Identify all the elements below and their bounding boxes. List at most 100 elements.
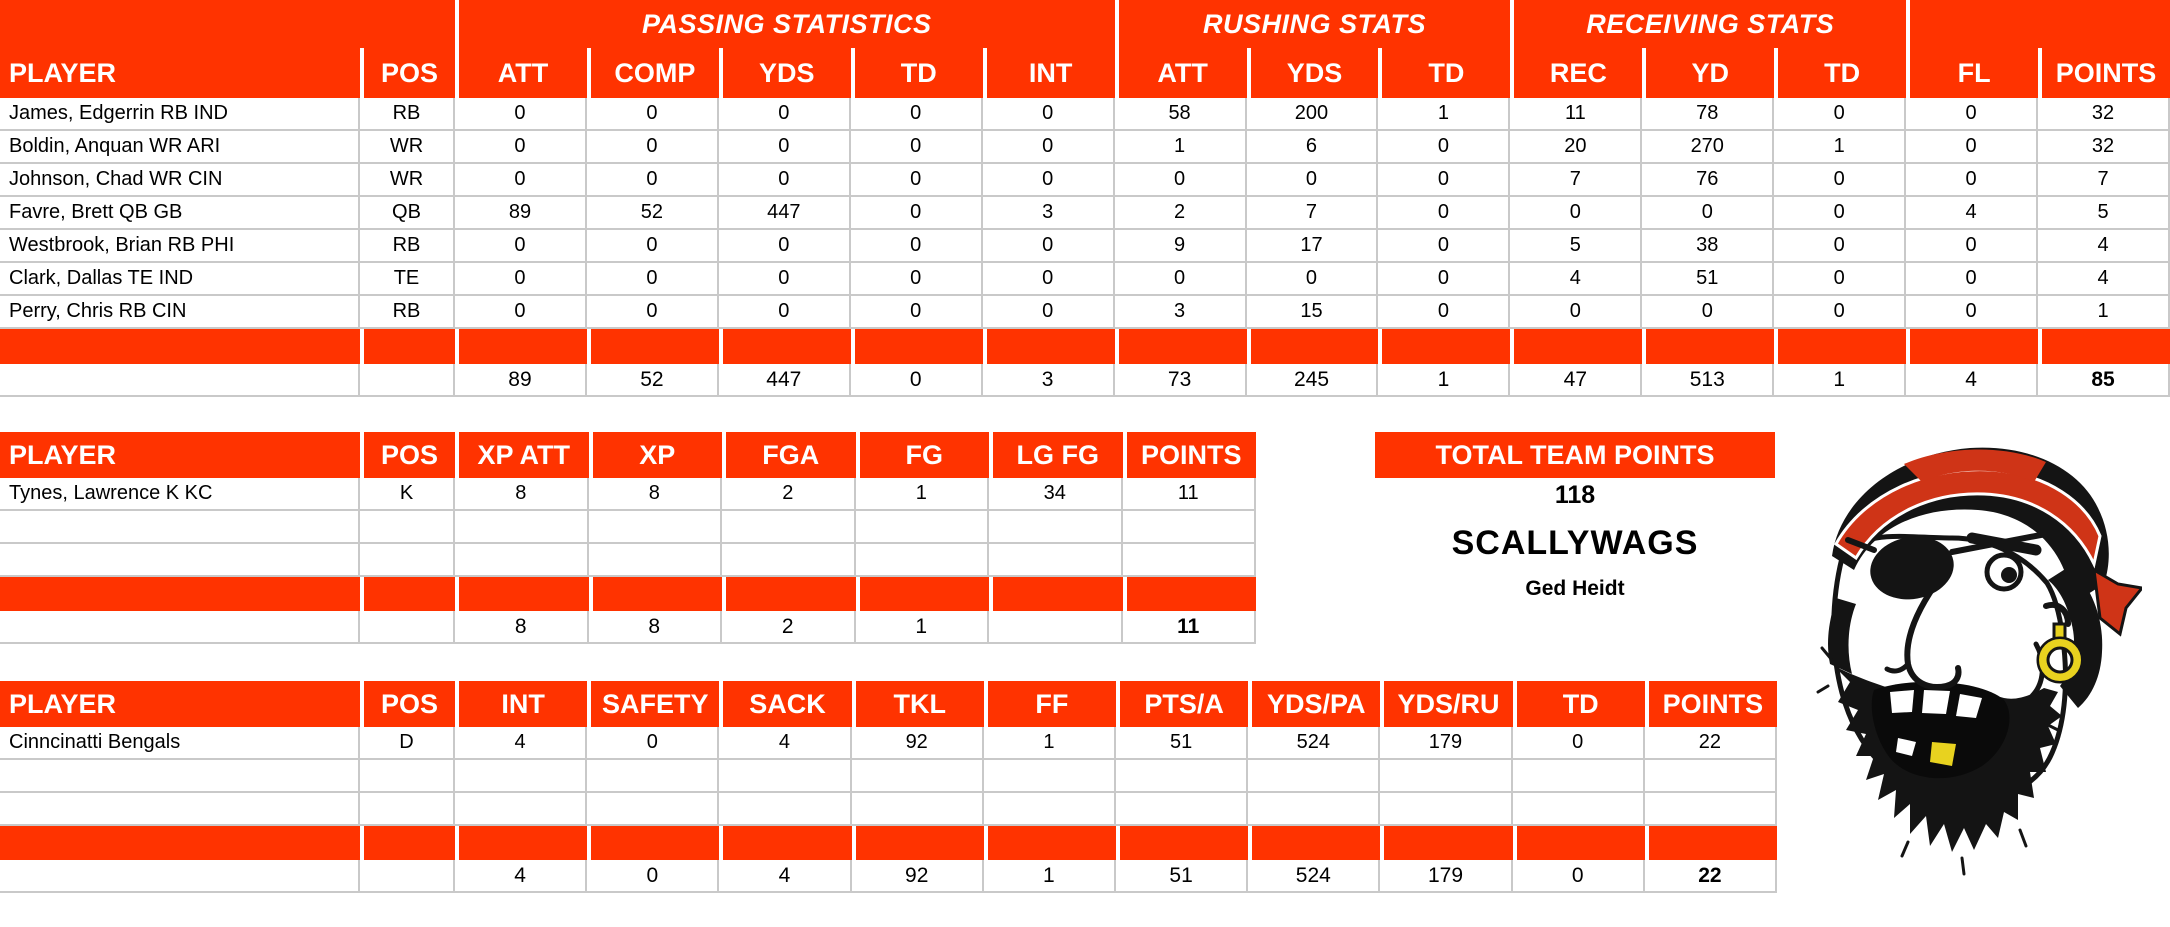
stat-cell: 6 bbox=[1246, 131, 1379, 164]
stat-cell: 0 bbox=[1378, 230, 1511, 263]
column-header: FGA bbox=[722, 432, 856, 478]
separator-cell bbox=[1510, 329, 1643, 364]
stat-cell: 32 bbox=[2038, 98, 2170, 131]
stat-cell: 5 bbox=[2038, 197, 2170, 230]
stat-cell: 1 bbox=[1774, 131, 1907, 164]
column-header: FG bbox=[855, 432, 989, 478]
pirate-bandana-stripe bbox=[1904, 449, 2046, 482]
stat-cell: 9 bbox=[1114, 230, 1247, 263]
group-header: PASSING STATISTICS bbox=[455, 0, 1115, 48]
stat-cell: 0 bbox=[586, 98, 719, 131]
pirate-lower-tooth bbox=[1896, 738, 1916, 756]
stat-cell: 8 bbox=[588, 478, 722, 511]
total-cell bbox=[0, 611, 360, 644]
total-cell bbox=[0, 860, 360, 893]
empty-cell bbox=[0, 760, 360, 793]
pos-cell: RB bbox=[360, 98, 455, 131]
stat-cell: 270 bbox=[1642, 131, 1775, 164]
stat-cell: 0 bbox=[1512, 727, 1645, 760]
total-cell: 1 bbox=[1378, 364, 1511, 397]
stat-cell: 0 bbox=[1774, 164, 1907, 197]
separator-cell bbox=[360, 577, 455, 611]
total-cell bbox=[0, 364, 360, 397]
empty-cell bbox=[455, 544, 589, 577]
separator-cell bbox=[2038, 329, 2170, 364]
empty-cell bbox=[851, 760, 984, 793]
empty-cell bbox=[1248, 793, 1381, 826]
stat-cell: 11 bbox=[1122, 478, 1256, 511]
stat-cell: 0 bbox=[850, 131, 983, 164]
stat-cell: 5 bbox=[1510, 230, 1643, 263]
stat-cell: 0 bbox=[1906, 164, 2039, 197]
total-cell bbox=[360, 611, 455, 644]
column-header: YDS/RU bbox=[1380, 681, 1513, 727]
total-cell: 8 bbox=[588, 611, 722, 644]
empty-cell bbox=[588, 544, 722, 577]
stat-cell: 0 bbox=[586, 296, 719, 329]
stat-cell: 20 bbox=[1510, 131, 1643, 164]
total-team-points-header: TOTAL TEAM POINTS bbox=[1375, 432, 1775, 478]
stat-cell: 0 bbox=[1378, 197, 1511, 230]
pirate-earring bbox=[2039, 639, 2081, 681]
separator-cell bbox=[851, 826, 984, 860]
stat-cell: 3 bbox=[982, 197, 1115, 230]
column-header: PLAYER bbox=[0, 48, 360, 98]
total-cell: 513 bbox=[1642, 364, 1775, 397]
stat-cell: 0 bbox=[1906, 230, 2039, 263]
empty-cell bbox=[455, 511, 589, 544]
separator-cell bbox=[586, 329, 719, 364]
empty-cell bbox=[1380, 793, 1513, 826]
column-header: TD bbox=[1512, 681, 1645, 727]
stat-cell: 0 bbox=[1378, 263, 1511, 296]
empty-cell bbox=[1122, 511, 1256, 544]
stat-cell: 4 bbox=[455, 727, 588, 760]
stat-cell: 17 bbox=[1246, 230, 1379, 263]
separator-cell bbox=[0, 577, 360, 611]
column-header: POS bbox=[360, 432, 455, 478]
separator-cell bbox=[1642, 329, 1775, 364]
separator-cell bbox=[588, 577, 722, 611]
stat-cell: 2 bbox=[722, 478, 856, 511]
stat-cell: 0 bbox=[1510, 296, 1643, 329]
empty-cell bbox=[360, 793, 455, 826]
separator-cell bbox=[989, 577, 1123, 611]
player-name-cell: James, Edgerrin RB IND bbox=[0, 98, 360, 131]
total-cell: 245 bbox=[1246, 364, 1379, 397]
stat-cell: 11 bbox=[1510, 98, 1643, 131]
stat-cell: 0 bbox=[1642, 296, 1775, 329]
stat-cell: 0 bbox=[586, 131, 719, 164]
stat-cell: 0 bbox=[1246, 263, 1379, 296]
stat-cell: 51 bbox=[1115, 727, 1249, 760]
stat-cell: 0 bbox=[586, 164, 719, 197]
column-header: LG FG bbox=[989, 432, 1123, 478]
group-header: RUSHING STATS bbox=[1114, 0, 1511, 48]
stat-cell: 58 bbox=[1114, 98, 1247, 131]
separator-cell bbox=[1122, 577, 1256, 611]
stat-cell: 0 bbox=[1774, 263, 1907, 296]
stat-cell: 7 bbox=[2038, 164, 2170, 197]
total-cell bbox=[360, 364, 455, 397]
empty-cell bbox=[360, 544, 455, 577]
stat-cell: 2 bbox=[1114, 197, 1247, 230]
stat-cell: 92 bbox=[851, 727, 984, 760]
column-header: TD bbox=[1378, 48, 1511, 98]
stat-cell: 0 bbox=[982, 131, 1115, 164]
separator-cell bbox=[850, 329, 983, 364]
stat-cell: 0 bbox=[1906, 98, 2039, 131]
column-header: POS bbox=[360, 681, 455, 727]
column-header: XP ATT bbox=[455, 432, 589, 478]
group-header bbox=[0, 0, 455, 48]
separator-cell bbox=[983, 826, 1116, 860]
player-name-cell: Westbrook, Brian RB PHI bbox=[0, 230, 360, 263]
total-cell: 0 bbox=[587, 860, 720, 893]
separator-cell bbox=[1248, 826, 1381, 860]
stat-cell: 0 bbox=[850, 296, 983, 329]
stat-cell: 1 bbox=[1378, 98, 1511, 131]
total-cell: 1 bbox=[1774, 364, 1907, 397]
total-cell: 22 bbox=[1644, 860, 1777, 893]
pos-cell: D bbox=[360, 727, 455, 760]
player-name-cell: Boldin, Anquan WR ARI bbox=[0, 131, 360, 164]
stat-cell: 4 bbox=[1510, 263, 1643, 296]
separator-cell bbox=[0, 826, 360, 860]
total-cell: 524 bbox=[1248, 860, 1381, 893]
